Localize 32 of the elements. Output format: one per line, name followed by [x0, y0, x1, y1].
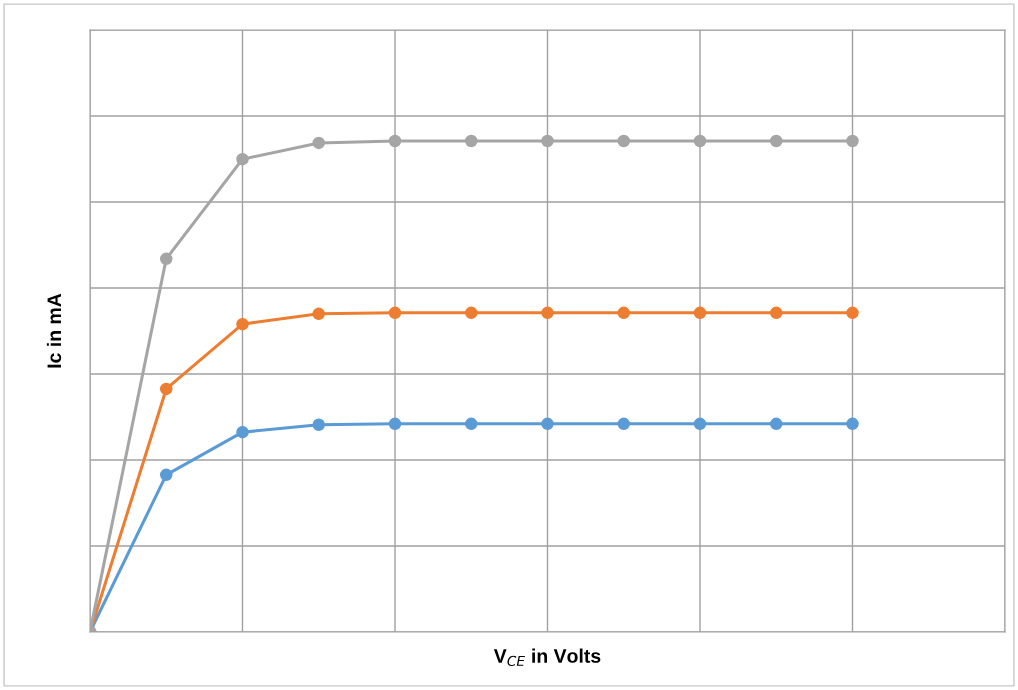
point	[617, 417, 631, 431]
point	[388, 306, 402, 320]
point	[693, 417, 707, 431]
point	[159, 252, 173, 266]
point	[846, 134, 859, 148]
point	[464, 306, 478, 320]
point	[769, 134, 783, 148]
point	[312, 136, 326, 150]
point	[541, 306, 554, 320]
point	[846, 417, 859, 431]
point	[617, 134, 631, 148]
point	[693, 306, 707, 320]
point	[312, 307, 326, 321]
y-axis-title: Ic in mA	[46, 293, 62, 368]
point	[236, 152, 249, 166]
x-axis-title: V$_{CE}$ in Volts	[493, 648, 601, 667]
point	[693, 134, 707, 148]
point	[236, 317, 249, 331]
point	[541, 417, 554, 431]
point	[846, 306, 859, 320]
point	[617, 306, 631, 320]
point	[541, 134, 554, 148]
point	[388, 134, 402, 148]
point	[159, 382, 173, 396]
point	[388, 417, 402, 431]
point	[312, 418, 326, 432]
point	[769, 306, 783, 320]
point	[159, 468, 173, 482]
point	[464, 417, 478, 431]
point	[769, 417, 783, 431]
point	[236, 425, 249, 439]
point	[464, 134, 478, 148]
